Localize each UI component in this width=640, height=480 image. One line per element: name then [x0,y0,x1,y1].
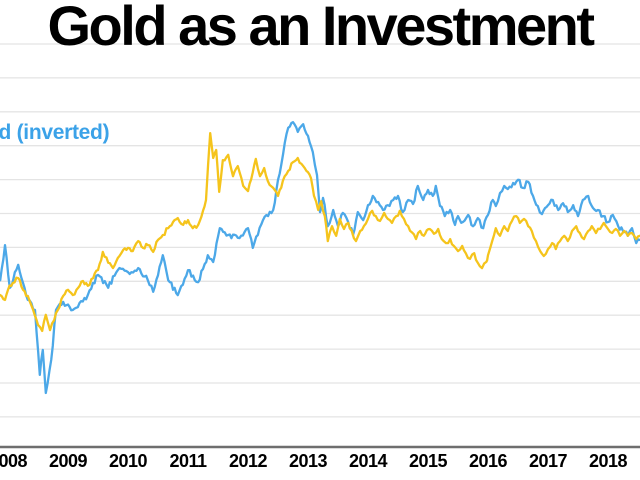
x-tick-label-2012: 2012 [228,451,268,471]
gold-price-line [0,131,640,333]
x-tick-label-2013: 2013 [288,451,328,471]
gridlines [0,43,640,418]
x-axis-tick-labels: 2008 2009 2010 2011 2012 2013 2014 2015 2016 2017… [0,451,640,480]
x-tick-label-2014: 2014 [348,451,388,471]
x-tick-label-2011: 2011 [169,451,207,471]
x-tick-label-2008: 2008 [0,451,28,471]
legend-label-yield-inverted: ld (inverted) [0,121,110,144]
chart-title: Gold as an Investment [47,0,596,57]
x-tick-label-2017: 2017 [528,451,568,471]
x-tick-label-2016: 2016 [468,451,508,471]
x-tick-label-2010: 2010 [108,451,148,471]
x-tick-label-2018: 2018 [588,451,628,471]
x-tick-label-2015: 2015 [408,451,448,471]
inverted-real-yield-line [0,121,640,395]
x-tick-label-2009: 2009 [48,451,88,471]
